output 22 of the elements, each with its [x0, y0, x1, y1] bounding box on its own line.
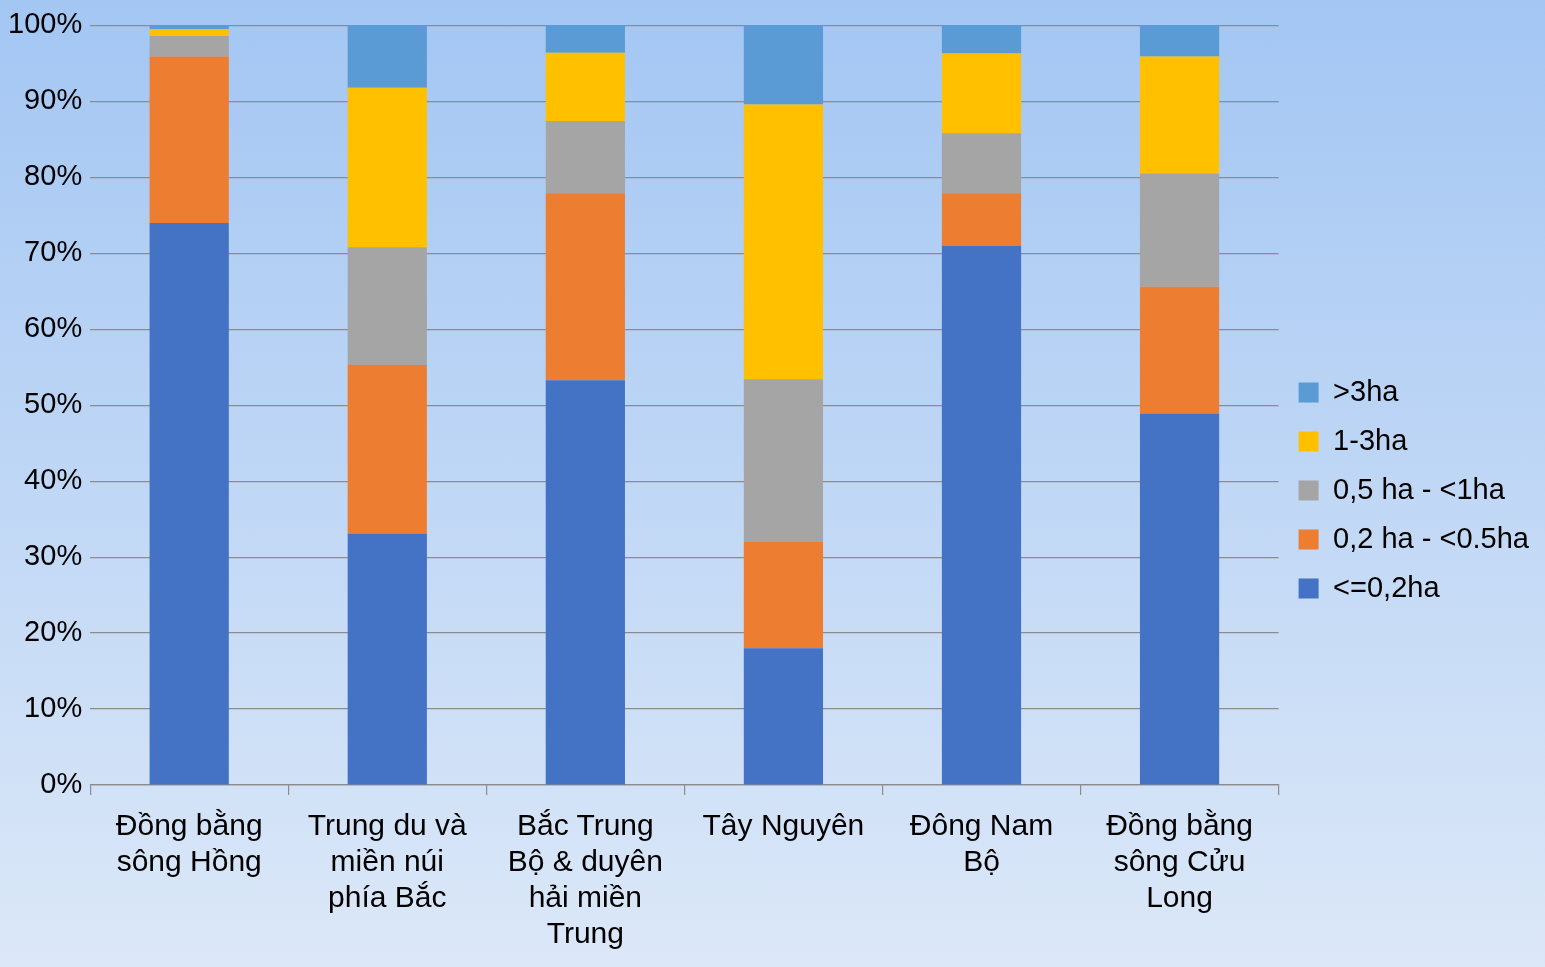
y-tick-label: 100% [8, 7, 83, 40]
y-tick-label: 0% [40, 767, 83, 799]
y-tick-label: 80% [24, 159, 83, 192]
legend-label: 0,5 ha - <1ha [1333, 472, 1506, 505]
legend-label: <=0,2ha [1333, 570, 1441, 603]
x-tick-label: Tây Nguyên [702, 808, 865, 842]
y-tick-label: 90% [24, 83, 83, 116]
x-tick-label: Đồng bằng sông Cửu Long [1106, 808, 1253, 914]
x-tick-label: Bắc Trung Bộ & duyên hải miền Trung [507, 808, 663, 950]
y-tick-label: 30% [24, 539, 83, 572]
x-tick-label: Đông Nam Bộ [909, 808, 1054, 878]
x-tick-label: Đồng bằng sông Hồng [115, 808, 263, 878]
y-tick-label: 50% [24, 387, 83, 420]
y-tick-label: 40% [24, 463, 83, 496]
y-tick-label: 20% [24, 615, 83, 648]
legend-label: >3ha [1333, 374, 1400, 407]
y-tick-label: 10% [24, 691, 83, 724]
legend-label: 1-3ha [1333, 423, 1409, 456]
y-tick-label: 60% [24, 311, 83, 344]
legend-label: 0,2 ha - <0.5ha [1333, 521, 1530, 554]
y-tick-label: 70% [24, 235, 83, 268]
x-tick-label: Trung du và miền núi phía Bắc [307, 808, 468, 914]
